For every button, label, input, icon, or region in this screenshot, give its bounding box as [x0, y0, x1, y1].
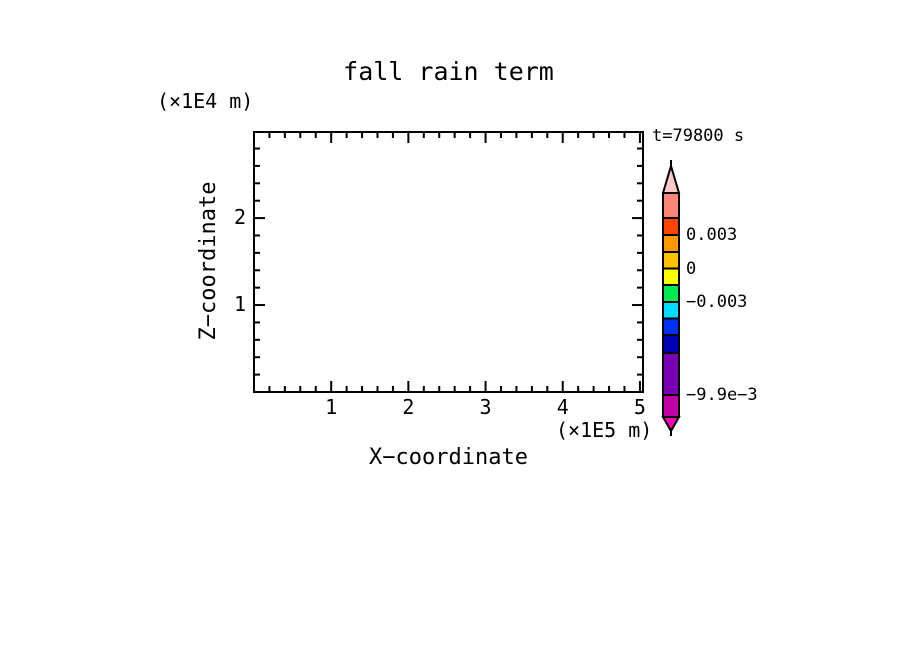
- plot-area: [253, 131, 644, 393]
- colorbar-segment: [662, 267, 680, 286]
- x-axis-unit-label: (×1E5 m): [556, 418, 653, 442]
- z-axis-unit-label: (×1E4 m): [157, 89, 254, 113]
- plot-title: fall rain term: [343, 57, 554, 86]
- x-tick-label: 4: [556, 395, 569, 419]
- x-tick-label: 3: [479, 395, 492, 419]
- colorbar-segment: [662, 251, 680, 270]
- colorbar-value-label: 0: [686, 258, 697, 279]
- colorbar: [661, 160, 681, 436]
- colorbar-segment: [662, 284, 680, 303]
- colorbar-segment: [662, 217, 680, 236]
- x-tick-label: 1: [325, 395, 338, 419]
- colorbar-value-label: −9.9e−3: [686, 385, 758, 405]
- colorbar-down-arrow: [661, 416, 681, 434]
- axis-ticks: [254, 132, 643, 392]
- colorbar-up-arrow: [661, 162, 681, 194]
- y-tick-label: 1: [233, 292, 246, 317]
- colorbar-value-label: 0.003: [686, 225, 738, 245]
- colorbar-segment: [662, 394, 680, 418]
- colorbar-segment: [662, 301, 680, 320]
- x-tick-label: 2: [402, 395, 415, 419]
- plot-frame: [253, 131, 644, 393]
- colorbar-segment: [662, 234, 680, 253]
- colorbar-value-label: −0.003: [686, 292, 748, 312]
- x-tick-label: 5: [633, 395, 646, 419]
- y-tick-label: 2: [233, 205, 246, 230]
- colorbar-segment: [662, 352, 680, 396]
- colorbar-segment: [662, 317, 680, 336]
- x-axis-title: X−coordinate: [369, 445, 528, 470]
- colorbar-segment: [662, 334, 680, 354]
- timestamp-label: t=79800 s: [652, 126, 745, 146]
- colorbar-segment: [662, 192, 680, 219]
